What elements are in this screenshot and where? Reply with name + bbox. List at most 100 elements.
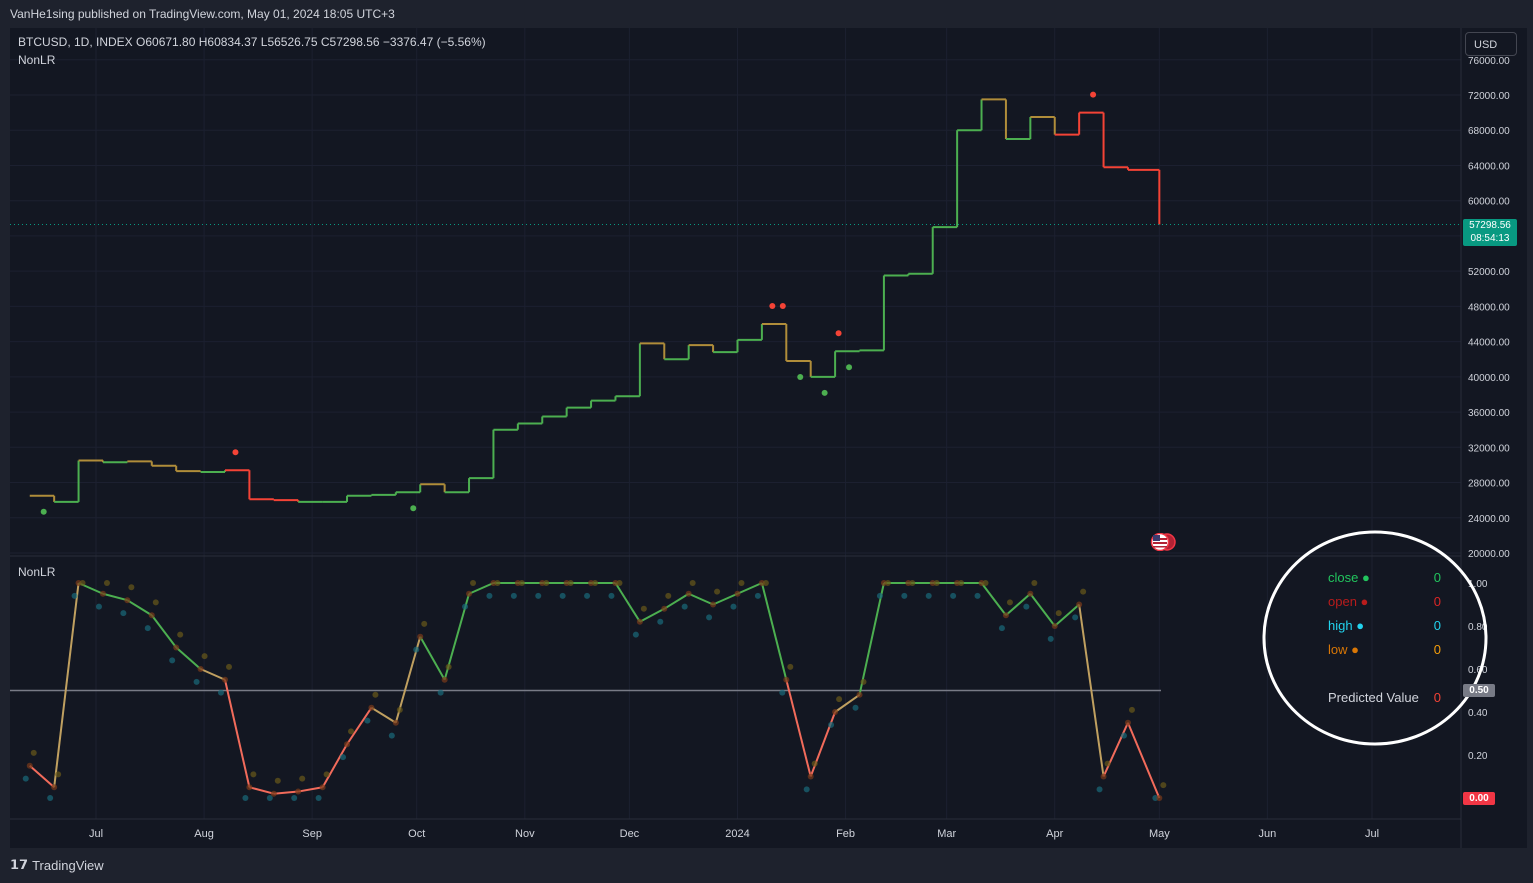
sell-marker: [779, 303, 786, 309]
indicator-dot: [884, 580, 891, 586]
indicator-dot: [421, 620, 428, 627]
indicator-dot: [266, 795, 273, 801]
indicator-line-segment: [249, 786, 275, 795]
indicator-dot: [689, 580, 696, 586]
indicator-dot: [128, 584, 135, 591]
indicator-dot: [636, 618, 643, 625]
indicator-dot: [661, 605, 668, 612]
indicator-dot: [315, 795, 322, 801]
footer: 𝟭𝟳 TradingView: [0, 848, 1533, 883]
sub-y-tick-label: 0.60: [1468, 665, 1488, 676]
indicator-dot: [372, 691, 379, 698]
indicator-dot: [543, 580, 550, 586]
open-label: open ●: [1328, 594, 1369, 609]
low-label: low ●: [1328, 642, 1359, 657]
indicator-dot: [925, 592, 932, 599]
indicator-dot: [754, 592, 761, 599]
indicator-legend[interactable]: NonLR: [18, 53, 56, 67]
indicator-dot: [706, 614, 713, 621]
indicator-dot: [201, 653, 208, 660]
sell-marker: [1090, 91, 1097, 98]
y-tick-label: 24000.00: [1468, 514, 1510, 525]
indicator-dot: [632, 631, 639, 638]
indicator-dot: [246, 784, 253, 791]
currency-button[interactable]: USD: [1465, 32, 1517, 56]
indicator-line-segment: [200, 668, 226, 681]
sub-y-tick-label: 0.40: [1468, 708, 1488, 719]
table-row: close ● 0: [1313, 570, 1453, 586]
indicator-dot: [779, 689, 786, 696]
indicator-dot: [319, 784, 326, 791]
indicator-dot: [803, 786, 810, 793]
indicator-dot: [295, 788, 302, 795]
y-tick-label: 64000.00: [1468, 161, 1510, 172]
indicator-dot: [95, 603, 102, 610]
indicator-dot: [462, 603, 469, 610]
indicator-line-segment: [224, 679, 251, 788]
indicator-dot: [681, 603, 688, 610]
indicator-line-segment: [834, 693, 861, 713]
highlight-circle: [1262, 530, 1488, 746]
indicator-dot: [486, 592, 493, 599]
indicator-line-segment: [102, 592, 128, 602]
indicator-dot: [584, 592, 591, 599]
indicator-dot: [103, 580, 110, 586]
x-tick-label: Nov: [515, 828, 535, 840]
y-tick-label: 20000.00: [1468, 549, 1510, 560]
indicator-dot: [124, 597, 131, 604]
table-row: high ● 0: [1313, 618, 1453, 634]
reference-line-tag: 0.50: [1463, 684, 1495, 697]
indicator-line-segment: [737, 582, 763, 595]
indicator-dot: [1055, 610, 1062, 617]
indicator-dot: [30, 749, 37, 756]
indicator-dot: [1128, 706, 1135, 713]
indicator-dot: [270, 790, 277, 797]
indicator-line-segment: [468, 582, 494, 595]
indicator-dot: [974, 592, 981, 599]
indicator-dot: [730, 603, 737, 610]
indicator-dot: [852, 704, 859, 711]
y-tick-label: 44000.00: [1468, 338, 1510, 349]
indicator-dot: [783, 676, 790, 683]
us-flag-event-icon[interactable]: [1150, 533, 1176, 551]
indicator-dot: [274, 777, 281, 784]
last-price-value: 57298.56: [1469, 220, 1511, 231]
indicator-dot: [466, 590, 473, 597]
indicator-dot: [909, 580, 916, 586]
tradingview-logo[interactable]: 𝟭𝟳 TradingView: [10, 857, 104, 873]
buy-marker: [410, 505, 417, 512]
indicator-dot: [242, 795, 249, 801]
table-row: low ● 0: [1313, 642, 1453, 658]
publisher-line: VanHe1sing published on TradingView.com,…: [10, 7, 395, 21]
sub-indicator-legend[interactable]: NonLR: [18, 565, 56, 579]
indicator-dot: [738, 580, 745, 586]
x-tick-label: Jul: [89, 828, 103, 840]
indicator-dot: [437, 689, 444, 696]
chart-frame[interactable]: [10, 28, 1527, 848]
indicator-line-segment: [639, 607, 665, 623]
indicator-dot: [836, 696, 843, 703]
indicator-dot: [958, 580, 965, 586]
indicator-dot: [221, 676, 228, 683]
indicator-dot: [640, 605, 647, 612]
indicator-dot: [413, 646, 420, 653]
indicator-dot: [901, 592, 908, 599]
symbol-legend[interactable]: BTCUSD, 1D, INDEX O60671.80 H60834.37 L5…: [18, 35, 486, 49]
indicator-dot: [856, 691, 863, 698]
indicator-dot: [1080, 588, 1087, 595]
indicator-dot: [417, 633, 424, 640]
indicator-line-segment: [785, 679, 812, 777]
indicator-dot: [1100, 773, 1107, 780]
y-tick-label: 60000.00: [1468, 197, 1510, 208]
indicator-line-segment: [273, 790, 299, 795]
indicator-dot: [665, 592, 672, 599]
indicator-dot: [22, 775, 29, 782]
x-tick-label: Dec: [620, 828, 640, 840]
indicator-dot: [173, 644, 180, 651]
indicator-dot: [392, 719, 399, 726]
sub-y-tick-label: 0.20: [1468, 751, 1488, 762]
indicator-dot: [1096, 786, 1103, 793]
indicator-dot: [1124, 719, 1131, 726]
indicator-dot: [169, 657, 176, 664]
